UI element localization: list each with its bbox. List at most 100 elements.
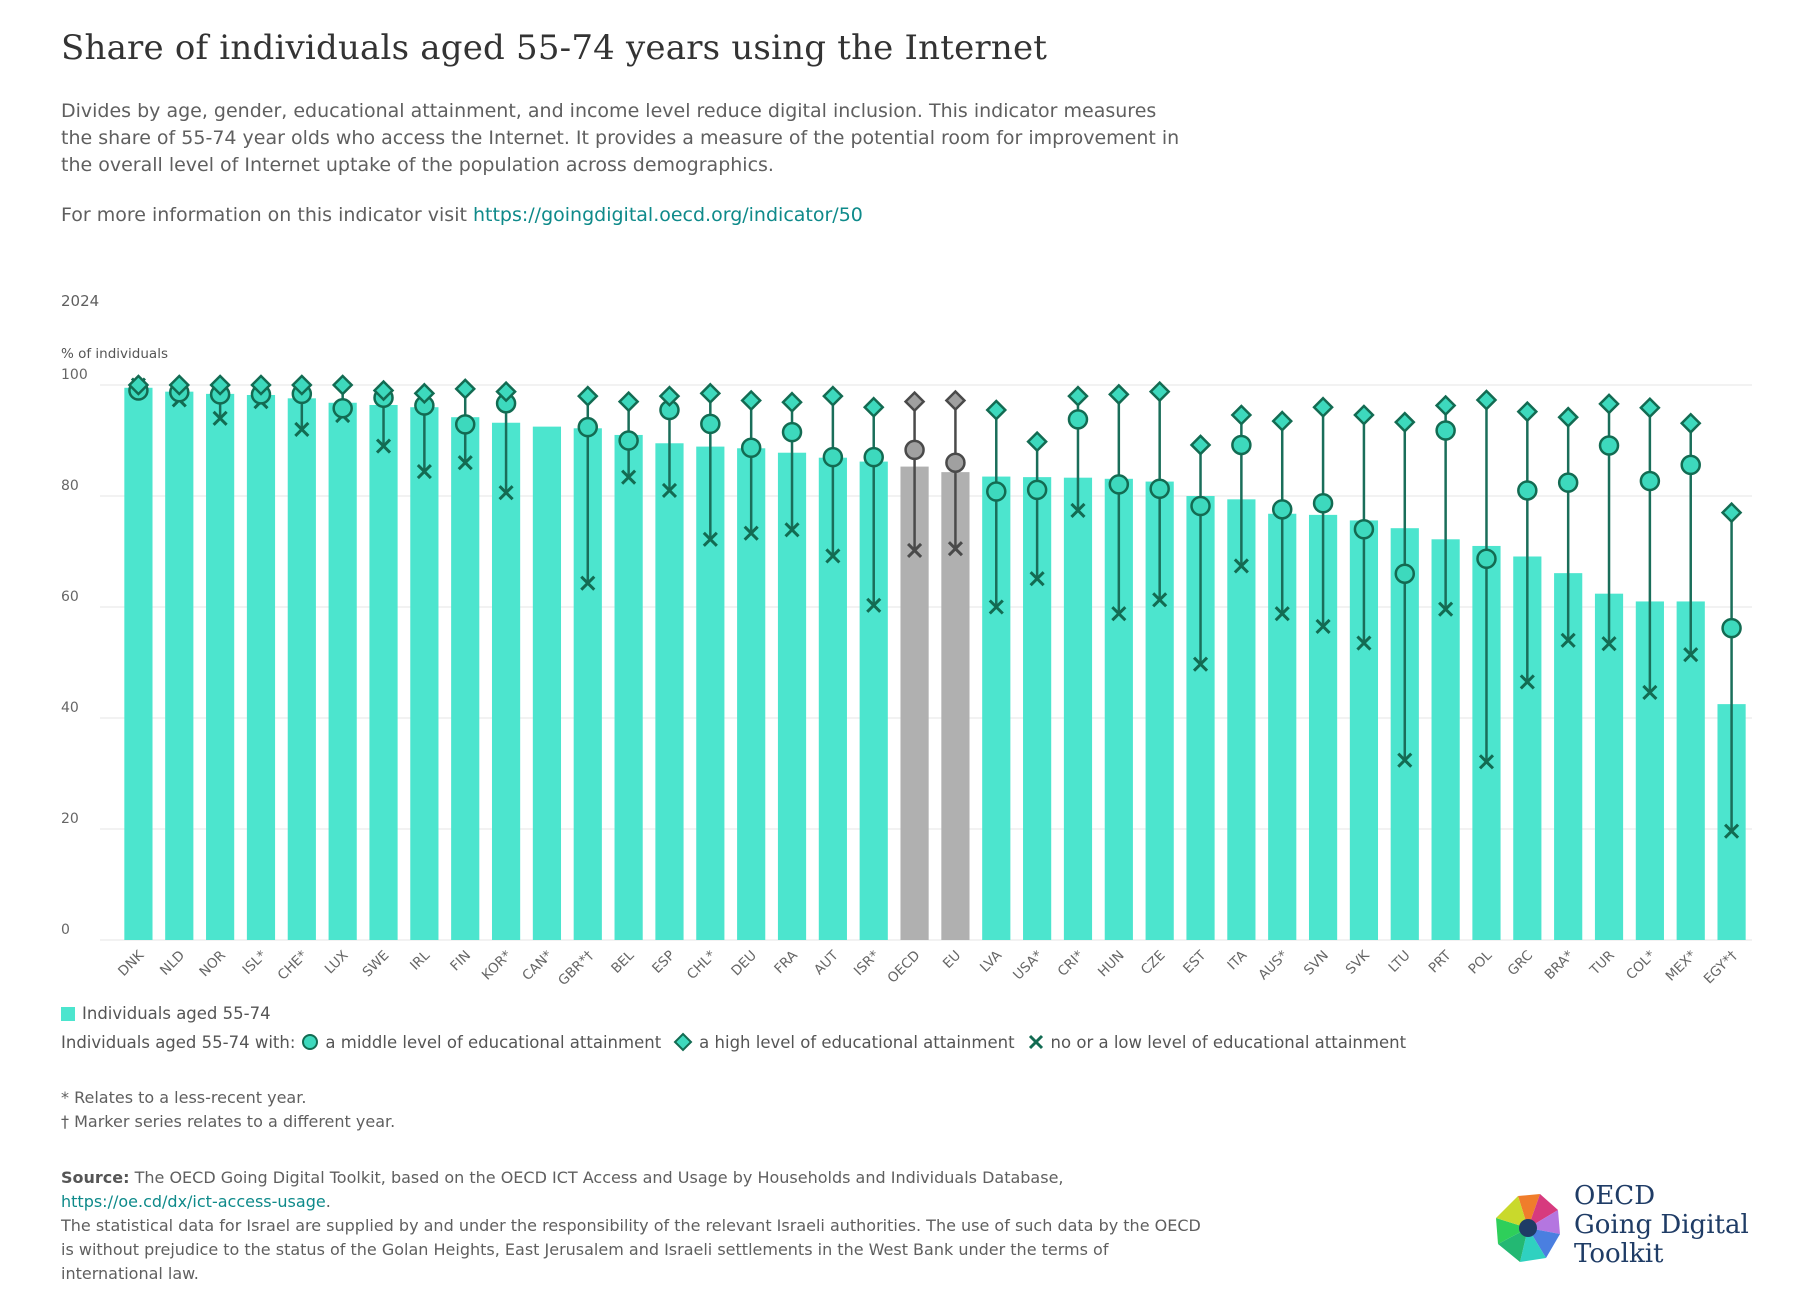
low-edu-marker: [825, 548, 841, 564]
middle-edu-marker: [822, 446, 844, 468]
bar: [1227, 499, 1256, 940]
bar: [369, 404, 398, 941]
source-link[interactable]: https://oe.cd/dx/ict-access-usage: [61, 1192, 326, 1211]
low-edu-marker: [1519, 674, 1535, 690]
x-tick-label: NOR: [196, 948, 229, 981]
middle-edu-marker: [986, 481, 1007, 502]
low-edu-marker: [621, 469, 637, 485]
x-tick-label: CZE: [1138, 948, 1169, 979]
low-edu-marker: [947, 541, 963, 557]
high-edu-marker: [1312, 396, 1334, 418]
middle-edu-marker: [1271, 499, 1293, 520]
x-tick-label: MEX*: [1663, 947, 1700, 984]
flower-logo-icon: [1496, 1194, 1560, 1262]
high-edu-marker: [209, 374, 231, 396]
low-edu-marker: [1601, 636, 1617, 652]
legend-bar-label: Individuals aged 55-74: [82, 1004, 271, 1023]
low-edu-marker: [1642, 684, 1658, 701]
high-edu-marker: [617, 390, 640, 413]
x-tick-label: CAN*: [519, 947, 556, 984]
source-text: The OECD Going Digital Toolkit, based on…: [129, 1168, 1064, 1187]
x-tick-label: GRC: [1505, 948, 1537, 980]
middle-edu-marker: [332, 398, 353, 419]
high-edu-marker: [1108, 383, 1130, 406]
high-edu-marker: [699, 382, 722, 405]
low-edu-marker: [1356, 635, 1372, 651]
high-edu-marker: [1639, 396, 1661, 419]
bar: [124, 387, 153, 940]
middle-edu-marker: [945, 452, 966, 473]
high-edu-marker: [372, 379, 395, 402]
high-edu-marker: [944, 389, 967, 412]
middle-edu-marker: [1435, 420, 1456, 441]
low-edu-marker: [1111, 606, 1127, 622]
low-edu-marker: [212, 410, 228, 426]
low-edu-marker: [1233, 558, 1249, 574]
bar: [777, 452, 807, 940]
x-tick-label: PRT: [1426, 947, 1455, 976]
more-info-prefix: For more information on this indicator v…: [61, 204, 473, 226]
indicator-link[interactable]: https://goingdigital.oecd.org/indicator/…: [472, 204, 863, 226]
low-edu-marker: [1478, 754, 1495, 770]
low-edu-marker: [1397, 752, 1413, 768]
middle-edu-marker: [1149, 478, 1170, 500]
low-edu-marker: [1029, 571, 1045, 587]
legend-high-label: a high level of educational attainment: [699, 1032, 1015, 1052]
y-tick-label: 20: [61, 811, 79, 827]
x-tick-label: POL: [1465, 947, 1495, 977]
bar: [287, 398, 316, 940]
low-edu-marker: [1192, 656, 1209, 672]
high-edu-marker: [1271, 410, 1293, 432]
note-star: * Relates to a less-recent year.: [61, 1088, 307, 1107]
middle-edu-marker: [1598, 435, 1620, 456]
oecd-logo: OECD Going Digital Toolkit: [1488, 1182, 1788, 1272]
low-edu-marker: [743, 525, 759, 541]
high-edu-marker: [1516, 400, 1539, 423]
legend-markers-prefix: Individuals aged 55-74 with:: [61, 1032, 296, 1052]
middle-edu-marker: [863, 446, 884, 468]
bar: [451, 417, 480, 940]
source-label: Source:: [61, 1168, 130, 1187]
bar: [246, 394, 276, 940]
low-edu-marker: [988, 599, 1004, 615]
high-edu-marker: [903, 390, 926, 413]
y-tick-label: 60: [61, 589, 79, 605]
low-edu-marker: [375, 438, 392, 454]
high-edu-marker: [1148, 380, 1171, 403]
high-edu-marker: [1394, 411, 1416, 433]
low-edu-marker: [866, 597, 882, 613]
x-tick-label: LTU: [1385, 948, 1413, 976]
high-edu-marker: [1598, 393, 1620, 415]
bars: [124, 387, 1746, 941]
x-tick-label: TUR: [1586, 948, 1617, 979]
circle-marker-icon: [302, 1034, 319, 1050]
x-tick-label: CHE*: [275, 947, 311, 983]
x-tick-label: SVK: [1343, 947, 1374, 978]
source-link-suffix: .: [325, 1192, 331, 1211]
high-edu-marker: [822, 385, 844, 407]
chart-description: Divides by age, gender, educational atta…: [61, 100, 1180, 176]
y-tick-label: 0: [61, 922, 70, 938]
x-tick-label: AUS*: [1255, 947, 1291, 983]
x-tick-label: ISL*: [240, 947, 270, 977]
middle-edu-marker: [1108, 474, 1130, 495]
high-edu-marker: [1720, 501, 1743, 524]
middle-edu-marker: [781, 421, 803, 443]
middle-edu-marker: [1026, 479, 1048, 501]
middle-edu-marker: [700, 413, 721, 435]
high-edu-marker: [168, 374, 191, 396]
high-edu-marker: [331, 374, 354, 396]
x-tick-label: BRA*: [1542, 947, 1578, 983]
middle-edu-marker: [1476, 548, 1497, 569]
x-tick-label: AUT: [811, 947, 842, 978]
middle-edu-marker: [1353, 519, 1375, 540]
y-tick-label: 40: [61, 700, 79, 716]
high-edu-marker: [127, 374, 150, 396]
x-tick-label: ITA: [1224, 947, 1250, 973]
low-edu-marker: [1560, 632, 1576, 648]
education-markers: [127, 374, 1743, 839]
middle-edu-marker: [618, 430, 639, 451]
source-disclaimer: The statistical data for Israel are supp…: [61, 1216, 1201, 1283]
y-axis-label: % of individuals: [61, 346, 168, 362]
low-edu-marker: [1438, 601, 1454, 617]
